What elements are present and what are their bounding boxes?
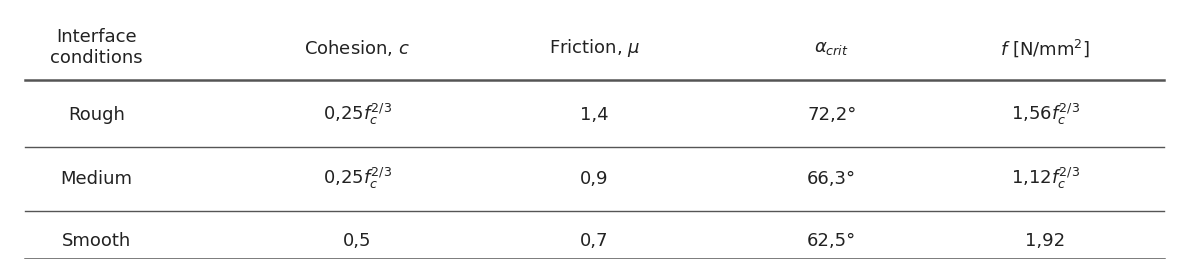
Text: Interface
conditions: Interface conditions xyxy=(50,28,143,67)
Text: 0,5: 0,5 xyxy=(342,232,371,250)
Text: 0,9: 0,9 xyxy=(580,170,609,188)
Text: 1,4: 1,4 xyxy=(580,106,609,123)
Text: 62,5°: 62,5° xyxy=(807,232,856,250)
Text: $\alpha_{crit}$: $\alpha_{crit}$ xyxy=(814,39,849,57)
Text: 0,25$f_c^{2/3}$: 0,25$f_c^{2/3}$ xyxy=(322,166,391,191)
Text: 72,2°: 72,2° xyxy=(807,106,856,123)
Text: 1,92: 1,92 xyxy=(1025,232,1065,250)
Text: Cohesion, $c$: Cohesion, $c$ xyxy=(304,38,410,58)
Text: Rough: Rough xyxy=(68,106,125,123)
Text: Medium: Medium xyxy=(61,170,132,188)
Text: 1,12$f_c^{2/3}$: 1,12$f_c^{2/3}$ xyxy=(1011,166,1080,191)
Text: 0,25$f_c^{2/3}$: 0,25$f_c^{2/3}$ xyxy=(322,102,391,127)
Text: 0,7: 0,7 xyxy=(580,232,609,250)
Text: 1,56$f_c^{2/3}$: 1,56$f_c^{2/3}$ xyxy=(1011,102,1080,127)
Text: $f$ [N/mm$^2$]: $f$ [N/mm$^2$] xyxy=(1000,37,1090,58)
Text: Smooth: Smooth xyxy=(62,232,131,250)
Text: 66,3°: 66,3° xyxy=(807,170,856,188)
Text: Friction, $\mu$: Friction, $\mu$ xyxy=(549,37,640,59)
